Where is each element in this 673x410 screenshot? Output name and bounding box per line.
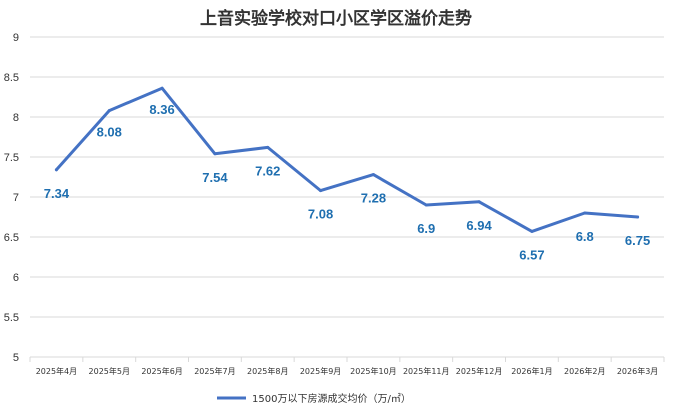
x-tick-label: 2025年11月 — [403, 366, 450, 376]
data-label: 7.54 — [202, 170, 228, 185]
data-point — [371, 173, 375, 177]
chart-title: 上音实验学校对口小区学区溢价走势 — [200, 8, 472, 29]
y-tick-label: 5 — [13, 352, 19, 364]
data-points — [54, 86, 640, 233]
y-tick-label: 8 — [13, 112, 19, 124]
legend-label: 1500万以下房源成交均价（万/㎡） — [252, 392, 411, 405]
data-label: 7.62 — [255, 163, 280, 178]
data-labels: 7.34 8.08 8.36 7.54 7.62 7.08 7.28 6.9 6.94 6.57 6… — [44, 102, 650, 262]
y-tick-label: 9 — [13, 32, 19, 44]
data-label: 7.34 — [44, 186, 70, 201]
data-label: 6.8 — [576, 229, 594, 244]
x-tick-label: 2025年4月 — [36, 366, 77, 376]
x-axis-ticks: 2025年4月 2025年5月 2025年6月 2025年7月 2025年8月 2025年… — [29, 357, 665, 376]
data-point — [54, 168, 58, 172]
x-tick-label: 2026年2月 — [564, 366, 605, 376]
data-label: 6.9 — [417, 221, 435, 236]
grid-lines — [30, 36, 664, 358]
series-layer — [54, 86, 640, 233]
data-point — [583, 211, 587, 215]
data-label: 6.94 — [466, 218, 492, 233]
x-tick-label: 2025年7月 — [194, 366, 235, 376]
y-tick-label: 5.5 — [4, 312, 19, 324]
y-tick-label: 6.5 — [4, 232, 19, 244]
data-label: 8.36 — [149, 102, 174, 117]
x-tick-label: 2025年8月 — [247, 366, 288, 376]
x-tick-label: 2026年1月 — [511, 366, 552, 376]
y-tick-label: 7.5 — [4, 152, 19, 164]
data-point — [636, 215, 640, 219]
x-tick-label: 2025年9月 — [300, 366, 341, 376]
legend: 1500万以下房源成交均价（万/㎡） — [217, 392, 411, 405]
x-tick-label: 2025年12月 — [456, 366, 503, 376]
series-line — [54, 86, 640, 233]
data-point — [107, 109, 111, 113]
data-label: 7.28 — [361, 191, 386, 206]
data-label: 7.08 — [308, 207, 333, 222]
y-tick-label: 7 — [13, 192, 19, 204]
data-point — [266, 145, 270, 149]
x-tick-label: 2025年10月 — [350, 366, 397, 376]
data-point — [319, 189, 323, 193]
x-tick-label: 2025年6月 — [141, 366, 182, 376]
y-tick-label: 6 — [13, 272, 19, 284]
x-tick-label: 2025年5月 — [89, 366, 130, 376]
data-label: 6.57 — [519, 247, 544, 262]
y-tick-label: 8.5 — [4, 72, 19, 84]
x-tick-label: 2026年3月 — [617, 366, 658, 376]
y-axis-ticks: 5 5.5 6 6.5 7 7.5 8 8.5 9 — [4, 32, 19, 364]
data-point — [213, 152, 217, 156]
data-point — [530, 229, 534, 233]
data-label: 6.75 — [625, 233, 650, 248]
data-point — [477, 200, 481, 204]
data-point — [424, 203, 428, 207]
data-point — [160, 86, 164, 90]
data-label: 8.08 — [97, 125, 122, 140]
